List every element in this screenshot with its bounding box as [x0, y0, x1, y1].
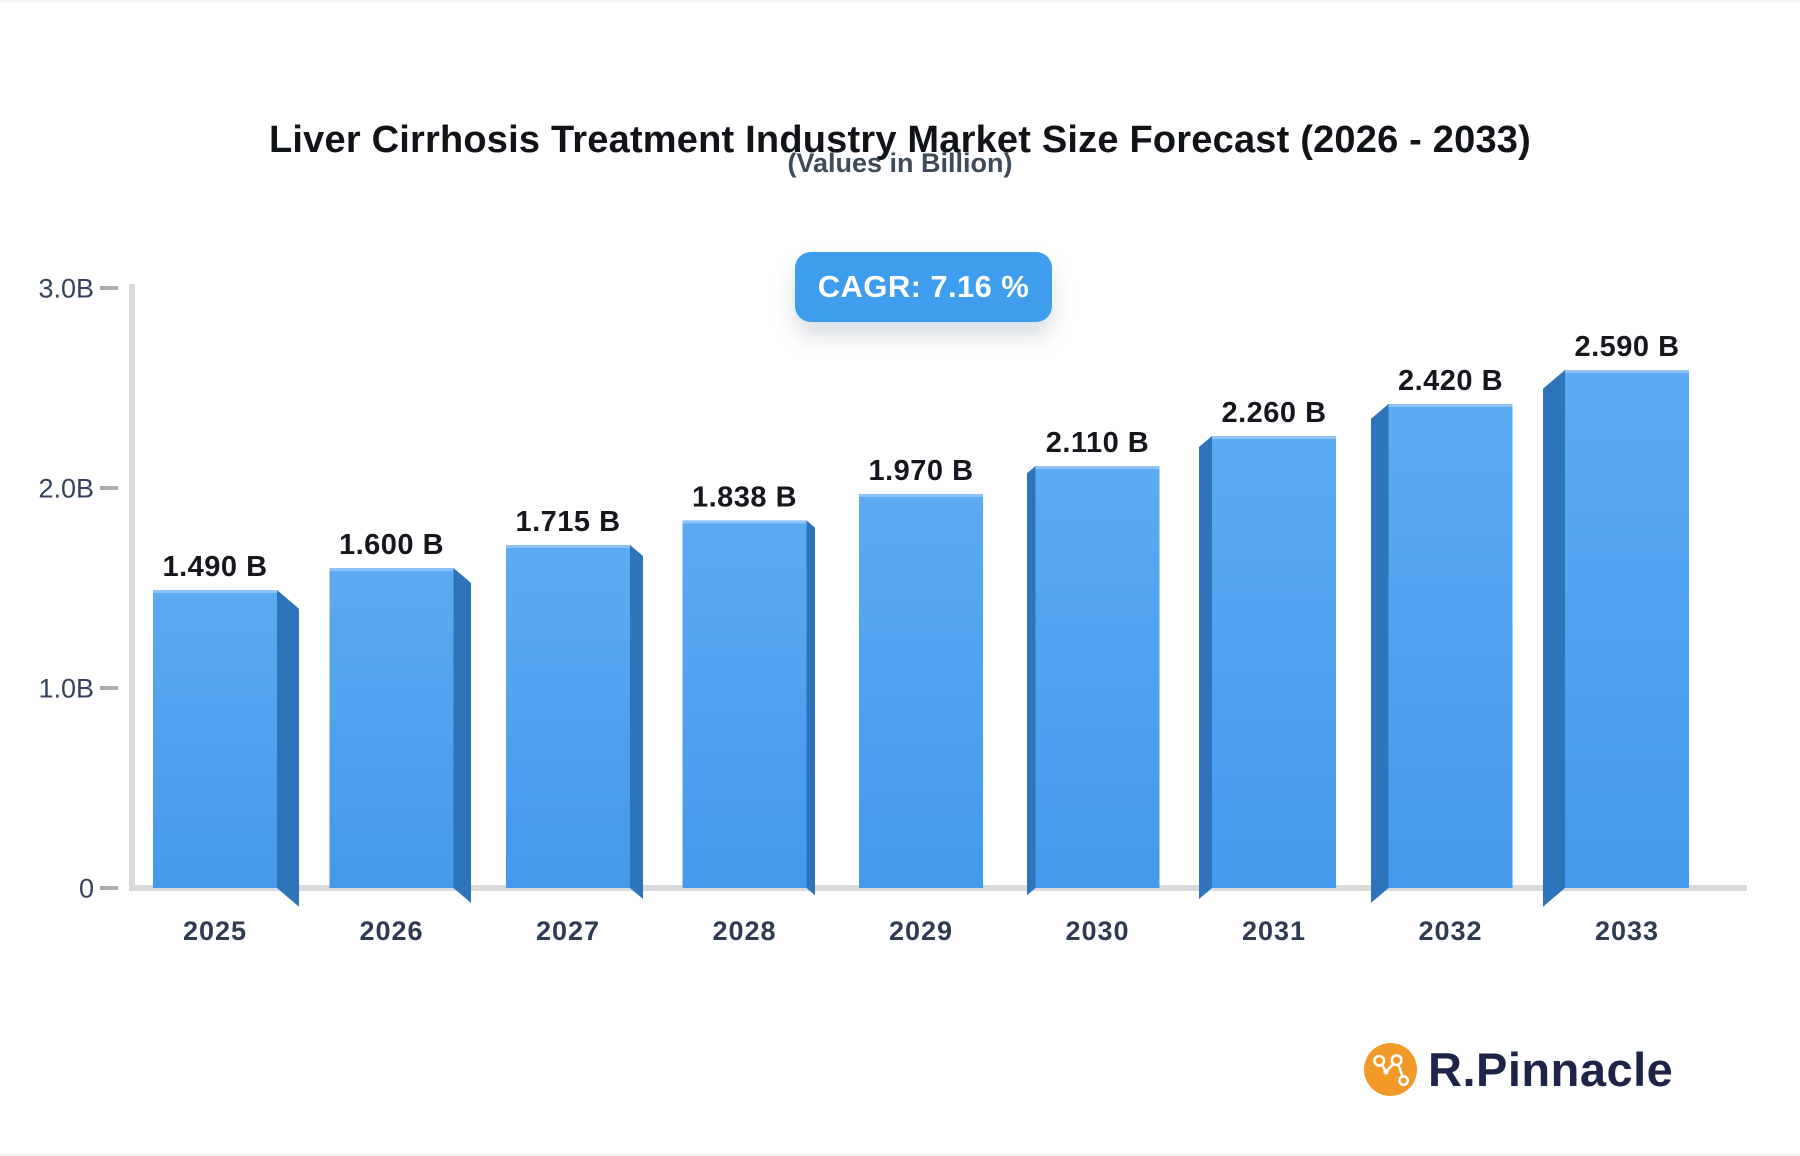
value-label-2032: 2.420 B [1398, 365, 1503, 397]
value-label-2029: 1.970 B [868, 455, 973, 487]
bar-top-highlight-2031 [1212, 436, 1336, 439]
bar-2025 [153, 590, 299, 907]
bar-2028 [682, 520, 815, 896]
bar-top-highlight-2029 [859, 494, 983, 497]
year-label-2029: 2029 [889, 916, 953, 946]
value-label-2026: 1.600 B [339, 529, 444, 561]
value-label-2030: 2.110 B [1046, 427, 1149, 459]
bar-side-face-2032 [1371, 404, 1389, 903]
bar-side-face-2027 [630, 545, 643, 900]
bar-side-face-2028 [806, 520, 815, 896]
y-tick-label-3.0B: 3.0B [38, 274, 94, 304]
cagr-badge-label: CAGR: 7.16 % [817, 269, 1030, 304]
bar-top-highlight-2032 [1388, 404, 1513, 407]
year-label-2032: 2032 [1418, 916, 1482, 946]
value-label-2033: 2.590 B [1574, 331, 1679, 363]
bar-front-face-2032 [1388, 404, 1513, 888]
bar-front-face-2028 [682, 520, 807, 888]
y-tick-label-1.0B: 1.0B [38, 674, 94, 704]
bar-2032 [1371, 404, 1513, 903]
year-label-2028: 2028 [712, 916, 776, 946]
bar-front-face-2031 [1212, 436, 1336, 888]
year-label-2025: 2025 [183, 916, 247, 946]
bar-side-face-2025 [277, 590, 299, 907]
value-label-2027: 1.715 B [515, 506, 620, 538]
year-label-2026: 2026 [359, 916, 423, 946]
y-axis-line [129, 284, 135, 891]
y-tick-dash-2.0B [100, 486, 118, 490]
bar-top-highlight-2025 [153, 590, 277, 593]
bar-side-face-2030 [1027, 466, 1036, 896]
bar-side-face-2026 [453, 568, 471, 903]
y-tick-dash-0 [100, 886, 118, 890]
value-label-2031: 2.260 B [1221, 397, 1326, 429]
year-label-2033: 2033 [1595, 916, 1659, 946]
bar-front-face-2029 [859, 494, 983, 888]
page-title: Liver Cirrhosis Treatment Industry Marke… [269, 119, 1531, 162]
page-subtitle: (Values in Billion) [787, 148, 1013, 178]
brand-logo: R.Pinnacle [1364, 1042, 1673, 1097]
cagr-badge: CAGR: 7.16 % [795, 252, 1052, 322]
bar-side-face-2033 [1543, 370, 1565, 907]
y-tick-label-0: 0 [79, 874, 94, 904]
y-tick-dash-1.0B [100, 686, 118, 690]
bar-front-face-2026 [329, 568, 454, 888]
bar-side-face-2031 [1199, 436, 1212, 900]
y-tick-label-2.0B: 2.0B [38, 474, 94, 504]
bar-top-highlight-2027 [506, 545, 630, 548]
bar-top-highlight-2030 [1035, 466, 1160, 469]
bar-front-face-2030 [1035, 466, 1160, 888]
bar-top-highlight-2028 [682, 520, 807, 524]
page-top-edge [0, 0, 1800, 3]
bar-front-face-2027 [506, 545, 630, 888]
bar-2027 [506, 545, 643, 900]
y-tick-dash-3.0B [100, 286, 118, 290]
bar-top-highlight-2033 [1565, 370, 1689, 373]
bar-front-face-2025 [153, 590, 277, 888]
year-label-2027: 2027 [536, 916, 600, 946]
page-bottom-edge [0, 1153, 1800, 1156]
bar-top-highlight-2026 [329, 568, 454, 571]
network-nodes-icon [1364, 1043, 1417, 1096]
bar-2033 [1543, 370, 1689, 907]
year-label-2031: 2031 [1242, 916, 1306, 946]
bar-2031 [1199, 436, 1336, 900]
brand-name: R.Pinnacle [1428, 1043, 1674, 1096]
value-label-2028: 1.838 B [692, 481, 797, 513]
year-label-2030: 2030 [1065, 916, 1129, 946]
value-label-2025: 1.490 B [162, 551, 267, 583]
bar-2029 [859, 494, 983, 888]
bar-2026 [329, 568, 471, 903]
bar-front-face-2033 [1565, 370, 1689, 888]
bar-2030 [1027, 466, 1160, 896]
